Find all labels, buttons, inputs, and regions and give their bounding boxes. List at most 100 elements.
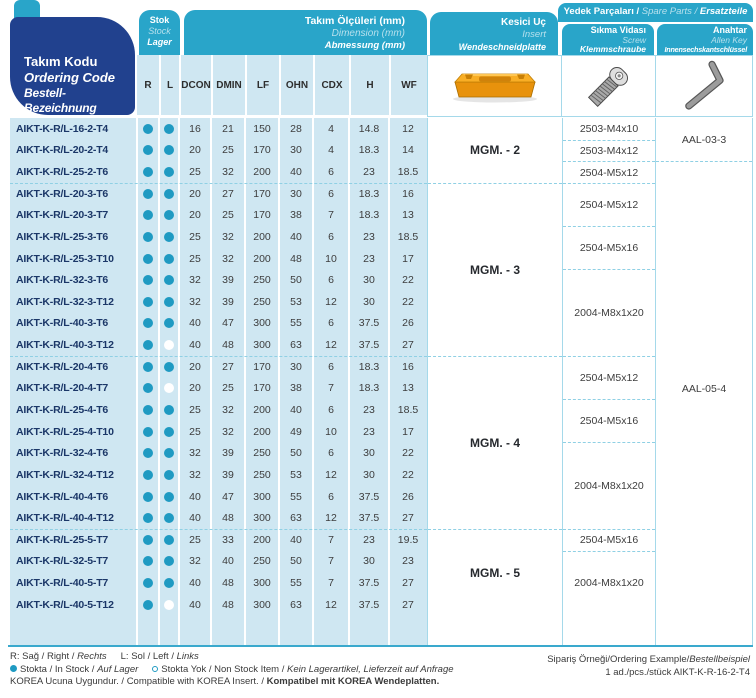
dim-value: 300 — [253, 490, 271, 503]
screw-group: 2504-M5x12 — [563, 182, 655, 226]
screw-group-label: 2504-M5x12 — [579, 372, 639, 385]
rl-footnote-r: R: Sağ / Right / — [10, 651, 75, 662]
dim-value: 48 — [222, 598, 234, 611]
screw-icon — [587, 67, 628, 108]
screw-group-label: 2004-M8x1x20 — [574, 480, 644, 493]
dim-value: 40 — [290, 166, 302, 179]
stock-l-cell — [159, 405, 179, 415]
dim-value: 23 — [402, 555, 414, 568]
dim-value: 18.5 — [397, 166, 419, 179]
screw-group: 2504-M5x12 — [563, 355, 655, 399]
section-divider — [10, 182, 427, 184]
dim-value: 40 — [290, 533, 302, 546]
column-divider — [136, 118, 138, 645]
in-stock-dot — [143, 383, 153, 394]
screw-group-label: 2503-M4x10 — [579, 122, 639, 135]
dim-value: 23 — [363, 166, 375, 179]
stock-l-cell — [159, 513, 179, 524]
tool-code-title-en: Ordering Code — [24, 70, 116, 85]
in-stock-dot — [143, 340, 153, 351]
stock-r-cell — [137, 296, 159, 307]
stock-r-cell — [137, 188, 159, 199]
stock-r-cell — [137, 426, 159, 437]
dim-value: 33 — [222, 533, 234, 546]
dim-value: 6 — [328, 490, 334, 503]
insert-header: Kesici Uç Insert Wendeschneidplatte — [430, 12, 558, 55]
dim-value: 17 — [402, 252, 414, 265]
stock-l-cell — [159, 491, 179, 502]
tool-code: AIKT-K-R/L-25-3-T10 — [16, 252, 114, 265]
in-stock-dot — [143, 123, 153, 134]
insert-group-label: MGM. - 5 — [470, 565, 520, 580]
column-divider — [388, 118, 390, 645]
non-stock-dot — [164, 599, 174, 610]
dim-value: 170 — [253, 209, 271, 222]
dim-value: 27 — [402, 512, 414, 525]
dim-value: 23 — [363, 230, 375, 243]
dim-value: 7 — [328, 577, 334, 590]
tool-code: AIKT-K-R/L-25-4-T10 — [16, 425, 114, 438]
dim-value: 6 — [328, 317, 334, 330]
dim-value: 38 — [290, 209, 302, 222]
dim-value: 37.5 — [358, 339, 380, 352]
non-stock-label-de: Kein Lagerartikel, Lieferzeit auf Anfrag… — [286, 663, 454, 675]
dim-value: 23 — [363, 533, 375, 546]
screw-group: 2004-M8x1x20 — [563, 269, 655, 356]
non-stock-label: Stokta Yok / Non Stock Item / — [161, 663, 285, 675]
screw-group-label: 2504-M5x16 — [579, 415, 639, 428]
dim-value: 26 — [402, 317, 414, 330]
stock-l-cell — [159, 361, 179, 372]
dim-value: 200 — [253, 425, 271, 438]
dim-value: 6 — [328, 447, 334, 460]
dim-value: 27 — [402, 577, 414, 590]
in-stock-dot — [164, 231, 174, 242]
ordering-example-value: 1 ad./pcs./stück AIKT-K-R-16-2-T4 — [605, 667, 750, 678]
in-stock-dot — [164, 534, 174, 545]
dim-value: 40 — [189, 317, 201, 330]
stock-l-cell — [159, 426, 179, 437]
dim-value: 13 — [402, 209, 414, 222]
dim-value: 50 — [290, 555, 302, 568]
in-stock-dot — [143, 491, 153, 502]
dim-value: 25 — [222, 209, 234, 222]
dim-value: 19.5 — [397, 533, 419, 546]
in-stock-dot — [164, 578, 174, 589]
dim-value: 25 — [189, 533, 201, 546]
dim-value: 55 — [290, 490, 302, 503]
insert-group: MGM. - 4 — [428, 355, 562, 529]
dim-value: 27 — [222, 360, 234, 373]
dim-value: 20 — [189, 144, 201, 157]
dim-value: 18.5 — [397, 404, 419, 416]
stock-r-cell — [137, 383, 159, 394]
dim-value: 6 — [328, 187, 334, 200]
spare-parts-header: Yedek Parçaları / Spare Parts / Ersatzte… — [558, 3, 753, 22]
dim-value: 40 — [222, 555, 234, 568]
dim-value: 30 — [363, 468, 375, 481]
table-row: AIKT-K-R/L-40-5-T12 40 48 300 63 12 37.5 27 — [10, 594, 427, 616]
dim-value: 250 — [253, 447, 271, 460]
tool-code: AIKT-K-R/L-25-5-T7 — [16, 533, 109, 546]
stock-l-cell — [159, 448, 179, 459]
allen-key-group-label: AAL-05-4 — [681, 382, 727, 395]
screw-group: 2504-M5x16 — [563, 528, 655, 551]
in-stock-dot — [164, 123, 174, 134]
table-row: AIKT-K-R/L-40-5-T7 40 48 300 55 7 37.5 27 — [10, 572, 427, 594]
column-header-ohn: OHN — [279, 55, 313, 115]
dim-value: 50 — [290, 447, 302, 460]
in-stock-dot — [143, 210, 153, 221]
stock-l-cell — [159, 340, 179, 351]
dim-value: 30 — [363, 447, 375, 460]
screw-group: 2504-M5x16 — [563, 226, 655, 269]
stock-r-cell — [137, 275, 159, 286]
insert-group-label: MGM. - 2 — [470, 143, 520, 158]
screw-header-tr: Sıkma Vidası — [590, 25, 646, 35]
dim-value: 32 — [222, 230, 234, 243]
stock-l-cell — [159, 210, 179, 221]
dim-value: 10 — [325, 425, 337, 438]
stock-l-cell — [159, 578, 179, 589]
tool-code: AIKT-K-R/L-20-4-T6 — [16, 360, 109, 373]
dim-value: 23 — [363, 425, 375, 438]
in-stock-dot — [164, 296, 174, 307]
dim-value: 12 — [325, 468, 337, 481]
tool-code-title-tr: Takım Kodu — [24, 54, 98, 69]
